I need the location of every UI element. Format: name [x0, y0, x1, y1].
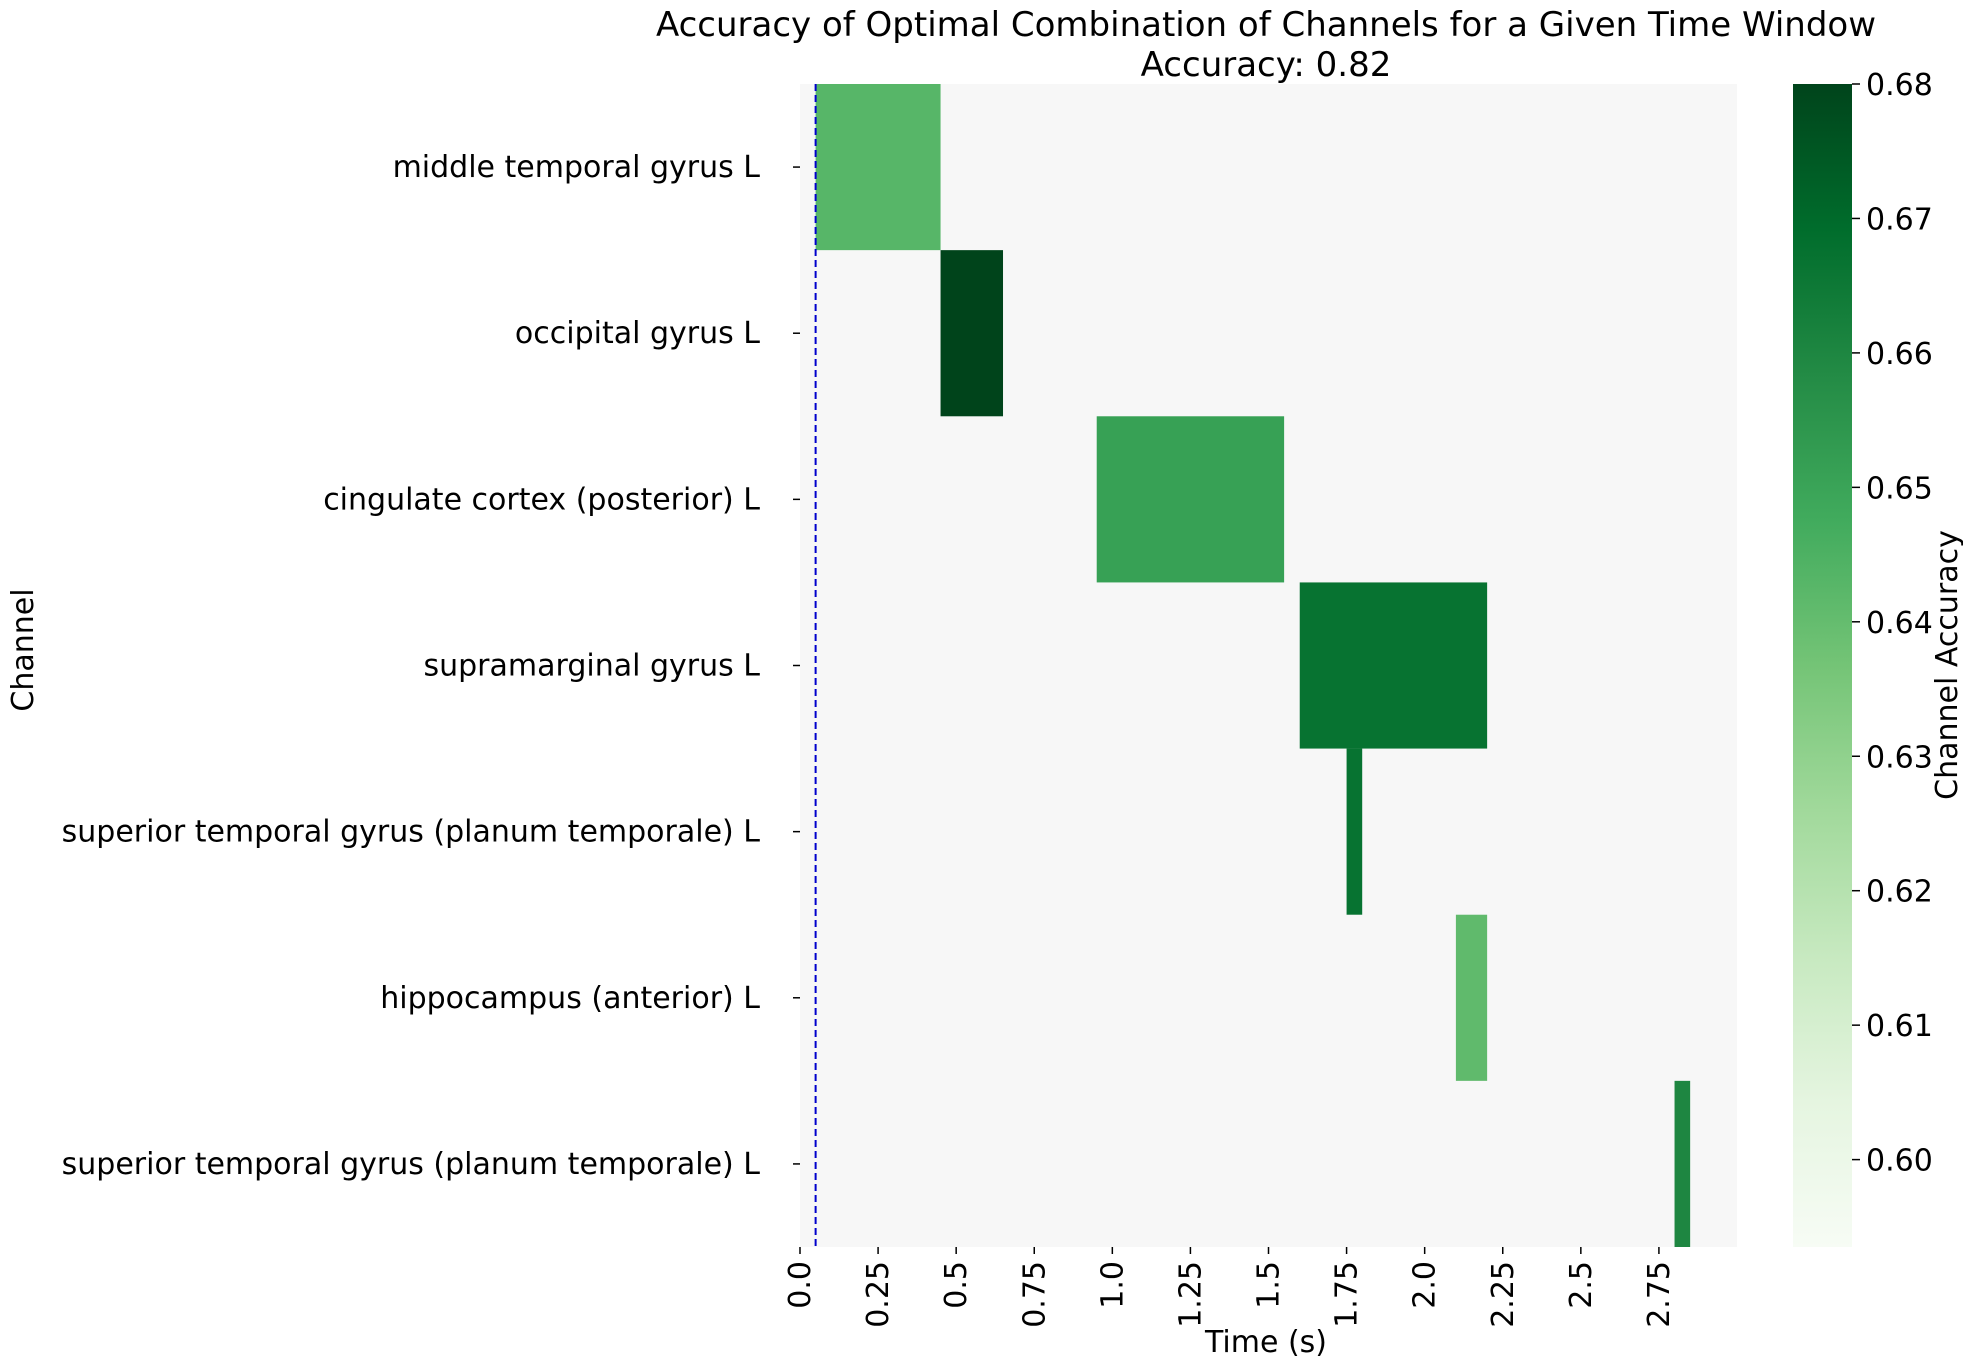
y-axis-label: Channel — [6, 588, 41, 711]
colorbar-tick-label: 0.67 — [1866, 202, 1933, 237]
colorbar-tick-label: 0.63 — [1866, 740, 1933, 775]
heatmap-cell — [1346, 748, 1363, 915]
x-axis-ticks: 0.0 0.25 0.5 0.75 1.0 1.25 1.5 1.75 2.0 2.25 2.5 2.… — [783, 1247, 1677, 1328]
heatmap-cell — [815, 84, 941, 251]
y-tick-label: superior temporal gyrus (planum temporal… — [62, 815, 761, 850]
x-tick-label: 0.25 — [861, 1261, 896, 1328]
y-tick-label: middle temporal gyrus L — [393, 150, 761, 185]
heatmap-cell — [1299, 582, 1488, 749]
colorbar-tick-label: 0.61 — [1866, 1009, 1933, 1044]
y-tick-label: occipital gyrus L — [515, 316, 760, 351]
x-axis-label: Time (s) — [1204, 1325, 1327, 1360]
colorbar-tick-label: 0.66 — [1866, 337, 1933, 372]
x-tick-label: 2.25 — [1486, 1261, 1521, 1328]
colorbar — [1793, 84, 1852, 1247]
colorbar-label: Channel Accuracy — [1930, 530, 1963, 800]
colorbar-tick-label: 0.65 — [1866, 471, 1933, 506]
colorbar-tick-label: 0.62 — [1866, 875, 1933, 910]
chart-subtitle: Accuracy: 0.82 — [1141, 45, 1392, 85]
x-tick-label: 2.5 — [1564, 1261, 1599, 1309]
chart-title: Accuracy of Optimal Combination of Chann… — [656, 5, 1876, 45]
x-tick-label: 0.75 — [1017, 1261, 1052, 1328]
heatmap-cell — [1096, 416, 1285, 583]
heatmap-cell — [1674, 1080, 1691, 1247]
x-tick-label: 1.75 — [1330, 1261, 1365, 1328]
y-tick-label: supramarginal gyrus L — [424, 649, 761, 684]
x-tick-label: 2.75 — [1642, 1261, 1677, 1328]
x-tick-label: 0.5 — [939, 1261, 974, 1309]
colorbar-tick-label: 0.64 — [1866, 606, 1933, 641]
x-tick-label: 0.0 — [783, 1261, 818, 1309]
colorbar-tick-label: 0.60 — [1866, 1144, 1933, 1179]
y-axis-ticks: middle temporal gyrus L occipital gyrus L… — [62, 150, 800, 1182]
x-tick-label: 1.25 — [1173, 1261, 1208, 1328]
x-tick-label: 1.0 — [1095, 1261, 1130, 1309]
heatmap-cells — [815, 84, 1691, 1247]
x-tick-label: 1.5 — [1252, 1261, 1287, 1309]
y-tick-label: hippocampus (anterior) L — [380, 981, 760, 1016]
y-tick-label: cingulate cortex (posterior) L — [323, 482, 760, 517]
colorbar-ticks: 0.60 0.61 0.62 0.63 0.64 0.65 0.66 0.67 0.68 — [1852, 68, 1933, 1179]
y-tick-label: superior temporal gyrus (planum temporal… — [62, 1147, 761, 1182]
x-tick-label: 2.0 — [1408, 1261, 1443, 1309]
colorbar-tick-label: 0.68 — [1866, 68, 1933, 103]
heatmap-cell — [940, 250, 1004, 417]
heatmap-cell — [1455, 914, 1488, 1081]
